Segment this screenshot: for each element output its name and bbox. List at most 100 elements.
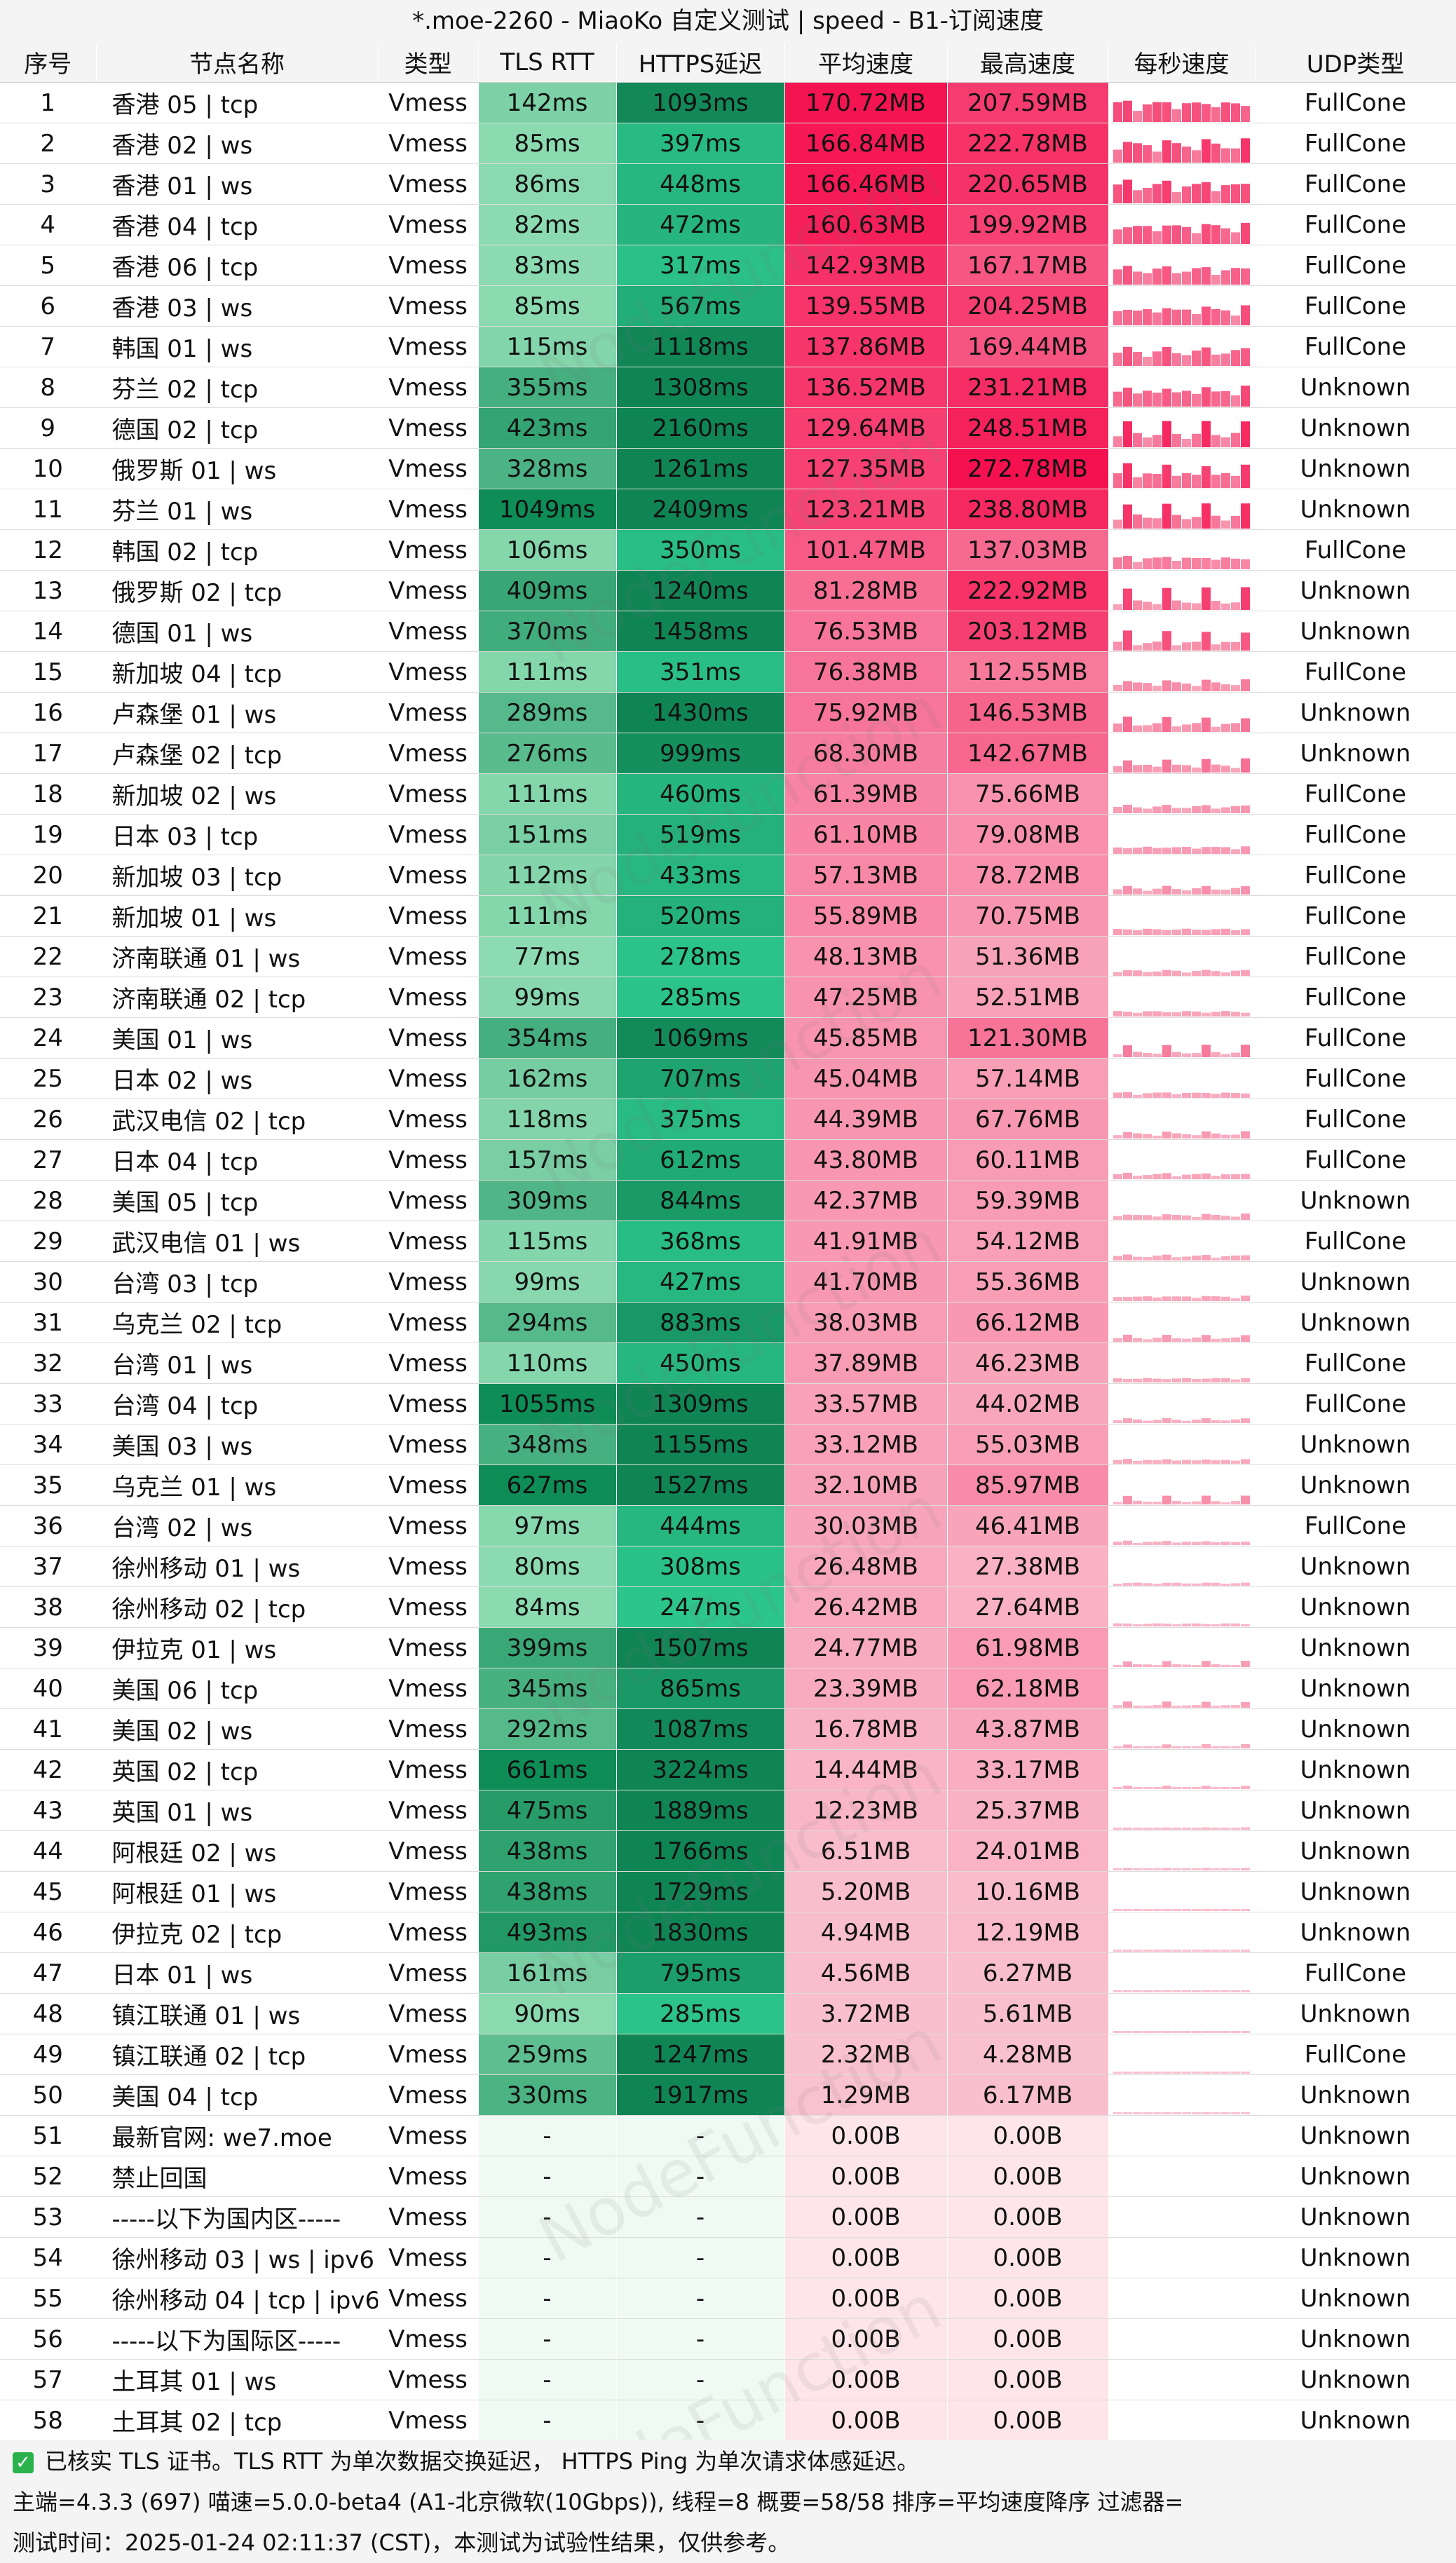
sparkline-bar <box>1240 1378 1250 1382</box>
table-row[interactable]: 49 镇江联通 02 | tcp Vmess 259ms 1247ms 2.32MB 4.2… <box>0 2034 1456 2075</box>
table-row[interactable]: 4 香港 04 | tcp Vmess 82ms 472ms 160.63MB 199.92… <box>0 204 1456 245</box>
sparkline-bar <box>1162 1949 1171 1952</box>
sparkline-chart <box>1113 758 1250 773</box>
table-row[interactable]: 58 土耳其 02 | tcp Vmess - -0.00B 0.00B Unknown <box>0 2400 1456 2441</box>
sparkline-bar <box>1113 352 1122 366</box>
table-row[interactable]: 18 新加坡 02 | ws Vmess 111ms 460ms 61.39MB 75.66… <box>0 773 1456 815</box>
sparkline-bar <box>1240 2071 1250 2074</box>
table-row[interactable]: 8 芬兰 02 | tcp Vmess 355ms 1308ms 136.52MB 231.… <box>0 367 1456 408</box>
tls-rtt: 161ms <box>478 1952 617 1994</box>
table-row[interactable]: 39 伊拉克 01 | ws Vmess 399ms 1507ms 24.77MB 61.9… <box>0 1627 1456 1668</box>
https-latency: - <box>616 2318 785 2360</box>
table-row[interactable]: 35 乌克兰 01 | ws Vmess 627ms 1527ms 32.10MB 85.9… <box>0 1464 1456 1506</box>
table-row[interactable]: 41 美国 02 | ws Vmess 292ms 1087ms 16.78MB 43.87… <box>0 1708 1456 1750</box>
table-row[interactable]: 5 香港 06 | tcp Vmess 83ms 317ms 142.93MB 167.17… <box>0 245 1456 286</box>
node-type: Vmess <box>378 1139 479 1181</box>
sparkline-bar <box>1201 1044 1211 1057</box>
table-row[interactable]: 40 美国 06 | tcp Vmess 345ms 865ms 23.39MB 62.18… <box>0 1668 1456 1709</box>
table-row[interactable]: 28 美国 05 | tcp Vmess 309ms 844ms 42.37MB 59.39… <box>0 1180 1456 1221</box>
header-node-name[interactable]: 节点名称 <box>96 42 379 83</box>
table-row[interactable]: 44 阿根廷 02 | ws Vmess 438ms 1766ms 6.51MB 24.01… <box>0 1830 1456 1872</box>
max-speed: 12.19MB <box>947 1912 1109 1953</box>
header-index[interactable]: 序号 <box>0 42 97 83</box>
table-row[interactable]: 46 伊拉克 02 | tcp Vmess 493ms 1830ms 4.94MB 12.1… <box>0 1912 1456 1953</box>
table-row[interactable]: 53 -----以下为国内区----- Vmess - -0.00B 0.00B Unkno… <box>0 2196 1456 2238</box>
table-row[interactable]: 13 俄罗斯 02 | tcp Vmess 409ms 1240ms 81.28MB 222… <box>0 570 1456 611</box>
table-row[interactable]: 38 徐州移动 02 | tcp Vmess 84ms 247ms 26.42MB 27.6… <box>0 1586 1456 1628</box>
table-row[interactable]: 29 武汉电信 01 | ws Vmess 115ms 368ms 41.91MB 54.1… <box>0 1221 1456 1262</box>
table-row[interactable]: 14 德国 01 | ws Vmess 370ms 1458ms 76.53MB 203.1… <box>0 611 1456 652</box>
table-row[interactable]: 31 乌克兰 02 | tcp Vmess 294ms 883ms 38.03MB 66.1… <box>0 1302 1456 1343</box>
table-row[interactable]: 43 英国 01 | ws Vmess 475ms 1889ms 12.23MB 25.37… <box>0 1790 1456 1831</box>
table-row[interactable]: 32 台湾 01 | ws Vmess 110ms 450ms 37.89MB 46.23M… <box>0 1342 1456 1384</box>
sparkline-bar <box>1201 1990 1211 1992</box>
sparkline-bar <box>1191 805 1201 813</box>
table-row[interactable]: 27 日本 04 | tcp Vmess 157ms 612ms 43.80MB 60.11… <box>0 1139 1456 1181</box>
node-type: Vmess <box>378 651 479 693</box>
table-row[interactable]: 54 徐州移动 03 | ws | ipv6 Vmess - -0.00B 0.00B Un… <box>0 2237 1456 2278</box>
sparkline-bar <box>1152 1419 1162 1423</box>
table-row[interactable]: 21 新加坡 01 | ws Vmess 111ms 520ms 55.89MB 70.75… <box>0 895 1456 937</box>
table-row[interactable]: 19 日本 03 | tcp Vmess 151ms 519ms 61.10MB 79.08… <box>0 814 1456 855</box>
https-latency: 2409ms <box>616 489 785 530</box>
table-row[interactable]: 24 美国 01 | ws Vmess 354ms 1069ms 45.85MB 121.3… <box>0 1017 1456 1059</box>
table-row[interactable]: 56 -----以下为国际区----- Vmess - -0.00B 0.00B Unkno… <box>0 2318 1456 2360</box>
sparkline-bar <box>1201 1582 1211 1586</box>
table-row[interactable]: 50 美国 04 | tcp Vmess 330ms 1917ms 1.29MB 6.17M… <box>0 2074 1456 2116</box>
table-row[interactable]: 36 台湾 02 | ws Vmess 97ms 444ms 30.03MB 46.41MB… <box>0 1505 1456 1546</box>
table-row[interactable]: 30 台湾 03 | tcp Vmess 99ms 427ms 41.70MB 55.36M… <box>0 1261 1456 1303</box>
table-row[interactable]: 12 韩国 02 | tcp Vmess 106ms 350ms 101.47MB 137.… <box>0 529 1456 571</box>
header-tls-rtt[interactable]: TLS RTT <box>478 42 617 83</box>
table-row[interactable]: 57 土耳其 01 | ws Vmess - -0.00B 0.00B Unknown <box>0 2359 1456 2400</box>
table-row[interactable]: 16 卢森堡 01 | ws Vmess 289ms 1430ms 75.92MB 146.… <box>0 692 1456 733</box>
table-row[interactable]: 22 济南联通 01 | ws Vmess 77ms 278ms 48.13MB 51.36… <box>0 936 1456 977</box>
table-row[interactable]: 55 徐州移动 04 | tcp | ipv6 Vmess - -0.00B 0.00B U… <box>0 2278 1456 2319</box>
sparkline-bar <box>1113 2071 1122 2074</box>
table-row[interactable]: 3 香港 01 | ws Vmess 86ms 448ms 166.46MB 220.65M… <box>0 163 1456 205</box>
header-max-speed[interactable]: 最高速度 <box>947 42 1109 83</box>
sparkline-bar <box>1122 1172 1132 1179</box>
table-row[interactable]: 9 德国 02 | tcp Vmess 423ms 2160ms 129.64MB 248.… <box>0 407 1456 449</box>
node-type: Vmess <box>378 1952 479 1994</box>
sparkline-bar <box>1181 2112 1191 2114</box>
table-row[interactable]: 47 日本 01 | ws Vmess 161ms 795ms 4.56MB 6.27MB F… <box>0 1952 1456 1994</box>
table-row[interactable]: 33 台湾 04 | tcp Vmess 1055ms 1309ms 33.57MB 44.… <box>0 1383 1456 1425</box>
table-row[interactable]: 2 香港 02 | ws Vmess 85ms 397ms 166.84MB 222.78M… <box>0 123 1456 164</box>
header-udp-type[interactable]: UDP类型 <box>1255 42 1456 83</box>
table-row[interactable]: 10 俄罗斯 01 | ws Vmess 328ms 1261ms 127.35MB 272… <box>0 448 1456 489</box>
table-row[interactable]: 20 新加坡 03 | tcp Vmess 112ms 433ms 57.13MB 78.7… <box>0 855 1456 896</box>
avg-speed: 26.42MB <box>784 1586 948 1628</box>
table-row[interactable]: 37 徐州移动 01 | ws Vmess 80ms 308ms 26.48MB 27.38… <box>0 1546 1456 1587</box>
udp-type: FullCone <box>1255 204 1456 245</box>
table-row[interactable]: 45 阿根廷 01 | ws Vmess 438ms 1729ms 5.20MB 10.16… <box>0 1871 1456 1912</box>
node-type: Vmess <box>378 163 479 205</box>
table-row[interactable]: 25 日本 02 | ws Vmess 162ms 707ms 45.04MB 57.14M… <box>0 1058 1456 1099</box>
table-row[interactable]: 26 武汉电信 02 | tcp Vmess 118ms 375ms 44.39MB 67.… <box>0 1099 1456 1140</box>
table-row[interactable]: 34 美国 03 | ws Vmess 348ms 1155ms 33.12MB 55.03… <box>0 1424 1456 1465</box>
header-per-second-speed[interactable]: 每秒速度 <box>1108 42 1256 83</box>
header-type[interactable]: 类型 <box>378 42 479 83</box>
sparkline-bar <box>1142 1338 1152 1342</box>
table-row[interactable]: 1 香港 05 | tcp Vmess 142ms 1093ms 170.72MB 207.… <box>0 82 1456 123</box>
row-index: 8 <box>0 367 97 408</box>
row-index: 43 <box>0 1790 97 1831</box>
header-avg-speed[interactable]: 平均速度 <box>784 42 948 83</box>
table-row[interactable]: 23 济南联通 02 | tcp Vmess 99ms 285ms 47.25MB 52.5… <box>0 977 1456 1018</box>
table-row[interactable]: 15 新加坡 04 | tcp Vmess 111ms 351ms 76.38MB 112.… <box>0 651 1456 693</box>
table-row[interactable]: 51 最新官网: we7.moe Vmess - -0.00B 0.00B Unknown <box>0 2115 1456 2156</box>
header-https-latency[interactable]: HTTPS延迟 <box>616 42 785 83</box>
table-row[interactable]: 52 禁止回国 Vmess - -0.00B 0.00B Unknown <box>0 2156 1456 2197</box>
table-row[interactable]: 42 英国 02 | tcp Vmess 661ms 3224ms 14.44MB 33.1… <box>0 1749 1456 1790</box>
node-type: Vmess <box>378 1708 479 1750</box>
table-row[interactable]: 6 香港 03 | ws Vmess 85ms 567ms 139.55MB 204.25M… <box>0 285 1456 327</box>
table-row[interactable]: 11 芬兰 01 | ws Vmess 1049ms 2409ms 123.21MB 238… <box>0 489 1456 530</box>
sparkline-bar <box>1240 183 1250 203</box>
sparkline-bar <box>1220 1623 1230 1626</box>
per-second-speed-sparkline <box>1108 1342 1256 1384</box>
sparkline-bar <box>1162 1378 1171 1382</box>
sparkline-chart <box>1113 1044 1250 1057</box>
table-row[interactable]: 7 韩国 01 | ws Vmess 115ms 1118ms 137.86MB 169.4… <box>0 326 1456 367</box>
table-row[interactable]: 48 镇江联通 01 | ws Vmess 90ms 285ms 3.72MB 5.61MB… <box>0 1993 1456 2034</box>
sparkline-bar <box>1181 146 1191 163</box>
table-row[interactable]: 17 卢森堡 02 | tcp Vmess 276ms 999ms 68.30MB 142.… <box>0 733 1456 774</box>
